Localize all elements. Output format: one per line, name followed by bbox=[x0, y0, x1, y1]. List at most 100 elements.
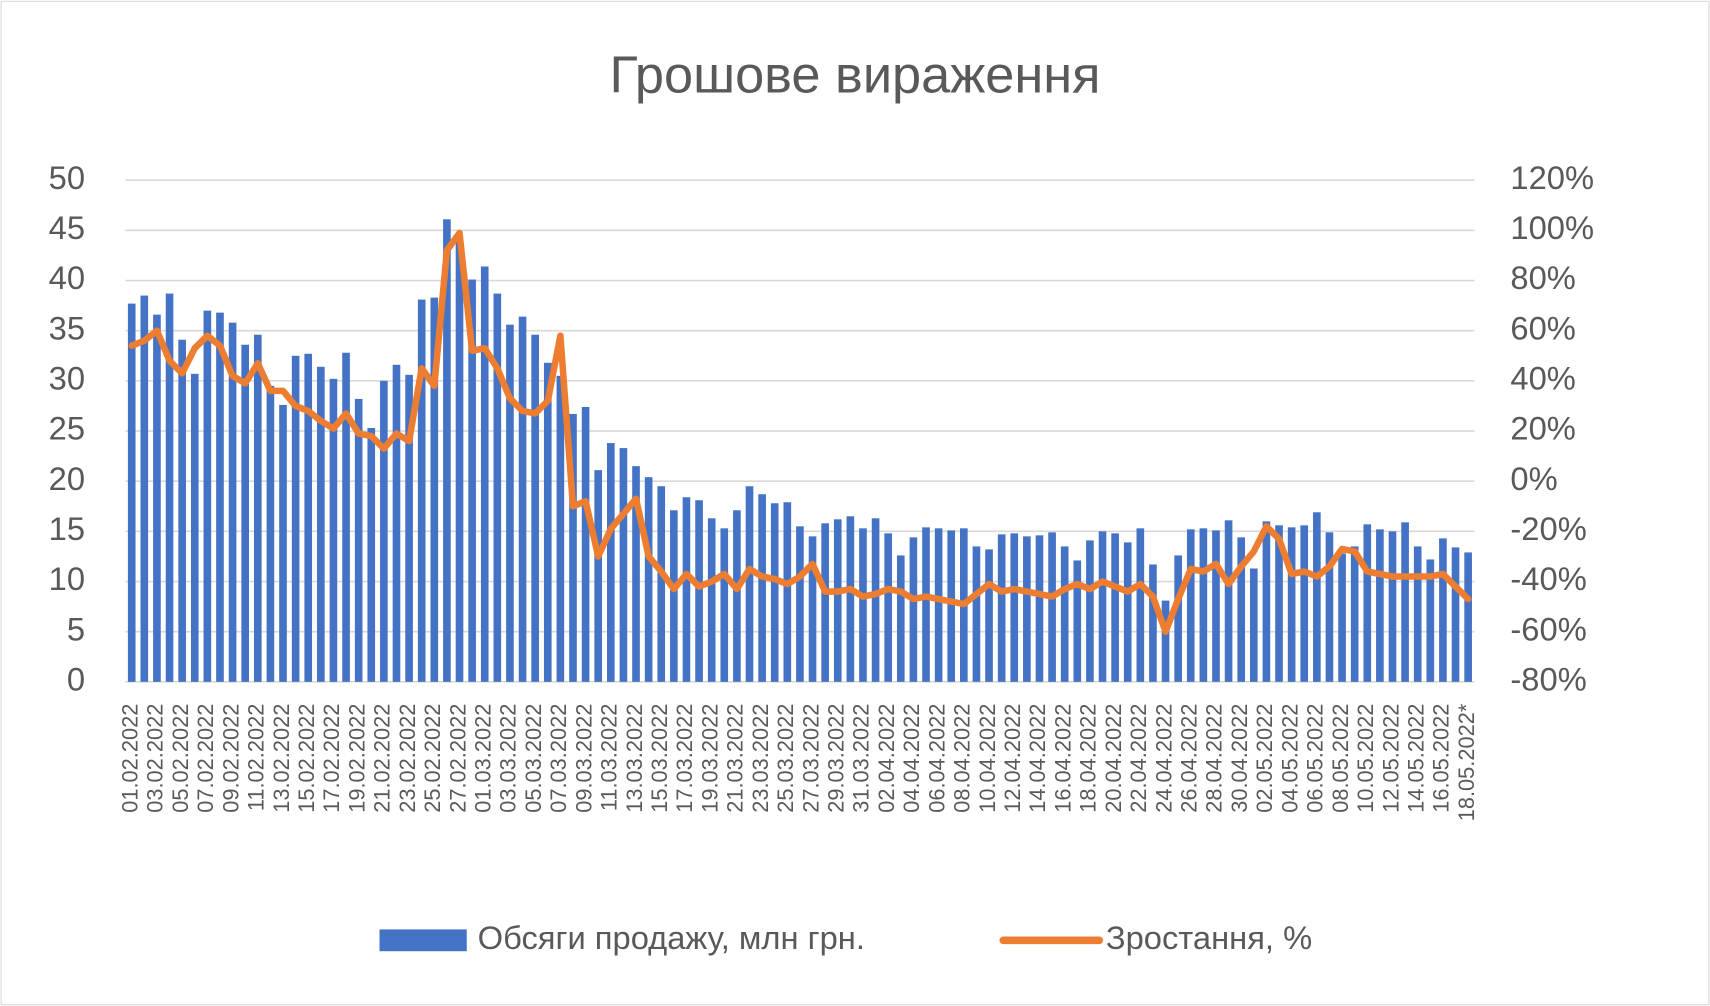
bar bbox=[1300, 525, 1309, 682]
bar bbox=[1086, 540, 1094, 682]
bar bbox=[153, 314, 161, 682]
x-tick-label: 17.03.2022 bbox=[672, 704, 697, 813]
bar bbox=[1111, 533, 1119, 682]
bar bbox=[1313, 512, 1321, 682]
x-tick-label: 12.04.2022 bbox=[1000, 704, 1025, 813]
bar bbox=[127, 303, 136, 682]
bar bbox=[1035, 535, 1044, 682]
x-tick-label: 09.02.2022 bbox=[218, 704, 243, 813]
bar bbox=[1212, 530, 1220, 682]
x-tick-label: 06.04.2022 bbox=[924, 704, 949, 813]
bar bbox=[443, 219, 451, 682]
bar bbox=[506, 324, 514, 682]
bar bbox=[1338, 553, 1346, 682]
x-tick-label: 16.05.2022 bbox=[1429, 704, 1454, 813]
y-tick-label: 30 bbox=[49, 359, 85, 396]
bar bbox=[203, 310, 212, 682]
y-tick-label: 20 bbox=[49, 460, 85, 497]
bar bbox=[380, 380, 388, 682]
y2-tick-label: 20% bbox=[1510, 410, 1575, 447]
x-tick-label: 16.04.2022 bbox=[1050, 704, 1075, 813]
bar bbox=[291, 355, 300, 682]
bar bbox=[1287, 527, 1296, 682]
x-tick-label: 18.04.2022 bbox=[1076, 704, 1101, 813]
x-tick-label: 30.04.2022 bbox=[1227, 704, 1252, 813]
bar bbox=[720, 528, 729, 682]
bar bbox=[304, 353, 313, 682]
y2-tick-label: -80% bbox=[1510, 660, 1586, 697]
bar bbox=[972, 546, 981, 682]
x-tick-label: 14.04.2022 bbox=[1025, 704, 1050, 813]
x-tick-label: 26.04.2022 bbox=[1177, 704, 1202, 813]
bar bbox=[808, 536, 817, 682]
bar bbox=[632, 466, 640, 682]
bar bbox=[1249, 568, 1258, 682]
x-tick-label: 01.03.2022 bbox=[470, 704, 495, 813]
y2-tick-label: 40% bbox=[1510, 359, 1575, 396]
bar bbox=[896, 555, 905, 682]
bar bbox=[594, 470, 603, 682]
bar bbox=[266, 385, 275, 682]
x-tick-label: 23.02.2022 bbox=[395, 704, 420, 813]
y-tick-label: 25 bbox=[49, 410, 85, 447]
x-tick-label: 27.02.2022 bbox=[445, 704, 470, 813]
bar bbox=[846, 516, 855, 682]
legend-swatch bbox=[379, 929, 467, 952]
bar bbox=[1451, 547, 1460, 682]
x-tick-label: 05.02.2022 bbox=[168, 704, 193, 813]
x-tick-label: 05.03.2022 bbox=[521, 704, 546, 813]
bar bbox=[480, 266, 489, 682]
bar bbox=[518, 316, 527, 682]
chart-title: Грошове вираження bbox=[609, 47, 1100, 105]
y2-tick-label: 60% bbox=[1510, 309, 1575, 346]
bar bbox=[1325, 532, 1334, 682]
x-tick-label: 22.04.2022 bbox=[1126, 704, 1151, 813]
bar bbox=[707, 518, 716, 682]
bar bbox=[657, 486, 666, 682]
x-tick-label: 25.03.2022 bbox=[773, 704, 798, 813]
bar bbox=[190, 373, 199, 682]
y-tick-label: 45 bbox=[49, 209, 85, 246]
bar bbox=[455, 240, 464, 682]
x-tick-label: 11.02.2022 bbox=[244, 704, 269, 811]
bar bbox=[1401, 522, 1409, 682]
x-tick-label: 17.02.2022 bbox=[319, 704, 344, 813]
y-tick-label: 40 bbox=[49, 259, 85, 296]
bar bbox=[884, 533, 892, 682]
x-tick-label: 28.04.2022 bbox=[1202, 704, 1227, 813]
y2-tick-label: -60% bbox=[1510, 610, 1586, 647]
bar bbox=[909, 537, 918, 682]
x-tick-label: 01.02.2022 bbox=[117, 704, 142, 813]
bar bbox=[228, 322, 237, 682]
bar bbox=[745, 486, 754, 682]
y2-tick-label: -20% bbox=[1510, 510, 1586, 547]
bar bbox=[1048, 532, 1056, 682]
x-tick-label: 07.03.2022 bbox=[546, 704, 571, 813]
bar bbox=[606, 443, 615, 682]
bar bbox=[1174, 555, 1182, 682]
bar bbox=[140, 295, 149, 682]
bar bbox=[1010, 533, 1019, 682]
bar bbox=[1426, 559, 1435, 682]
y2-tick-label: -40% bbox=[1510, 560, 1586, 597]
bar bbox=[1439, 538, 1447, 682]
x-tick-label: 07.02.2022 bbox=[193, 704, 218, 813]
bar bbox=[569, 413, 577, 682]
x-tick-label: 10.05.2022 bbox=[1353, 704, 1378, 813]
bar bbox=[796, 526, 804, 682]
bar bbox=[253, 334, 262, 682]
bar bbox=[1237, 537, 1246, 682]
bar bbox=[1136, 528, 1145, 682]
bar bbox=[1199, 528, 1208, 682]
x-tick-label: 15.03.2022 bbox=[647, 704, 672, 813]
bar bbox=[670, 510, 678, 682]
y2-tick-label: 100% bbox=[1510, 209, 1594, 246]
x-tick-label: 19.02.2022 bbox=[344, 704, 369, 813]
line bbox=[128, 229, 1472, 635]
x-tick-label: 21.03.2022 bbox=[723, 704, 748, 813]
bar bbox=[367, 428, 376, 682]
bar bbox=[392, 364, 401, 682]
bar bbox=[216, 312, 224, 682]
bar bbox=[178, 339, 186, 682]
bar bbox=[922, 527, 930, 682]
